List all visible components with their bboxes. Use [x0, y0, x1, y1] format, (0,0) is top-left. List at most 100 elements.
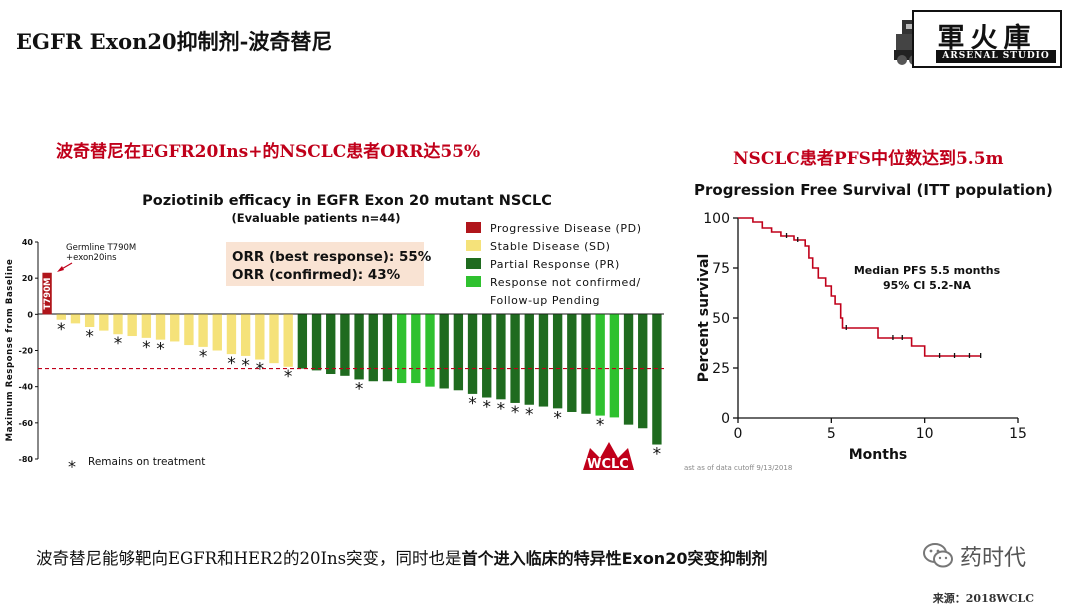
on-treatment-star: *	[525, 405, 534, 425]
germline-arrow-head	[57, 266, 64, 272]
waterfall-bar	[538, 314, 549, 407]
on-treatment-star: *	[497, 399, 506, 419]
t790m-bar-label: T790M	[43, 278, 53, 310]
waterfall-bar	[212, 314, 222, 351]
on-treatment-star: *	[596, 416, 605, 436]
waterfall-bar	[340, 314, 350, 376]
waterfall-bar	[453, 314, 464, 391]
logo-frame: 軍火庫 ARSENAL STUDIO	[912, 10, 1062, 68]
waterfall-bar	[368, 314, 378, 382]
on-treatment-star: *	[241, 356, 250, 376]
on-treatment-star: *	[511, 403, 520, 423]
orr-best-response: ORR (best response): 55%	[232, 249, 432, 265]
on-treatment-star: *	[553, 408, 562, 428]
footer-summary-bold: 首个进入临床的特异性Exon20突变抑制剂	[461, 549, 768, 568]
waterfall-y-axis: 40 20 0 -20 -40 -60 -80	[19, 238, 39, 464]
waterfall-bar	[113, 314, 123, 335]
waterfall-bar	[609, 314, 620, 418]
on-treatment-star: *	[57, 320, 66, 340]
on-treatment-star: *	[227, 354, 236, 374]
waterfall-bar	[42, 272, 52, 315]
on-treatment-star: *	[355, 379, 364, 399]
legend-swatch	[466, 222, 481, 233]
waterfall-bar	[382, 314, 393, 382]
waterfall-bar	[70, 314, 81, 324]
pfs-headline: NSCLC患者PFS中位数达到5.5m	[733, 149, 1004, 169]
waterfall-bar	[240, 314, 251, 356]
waterfall-bar	[269, 314, 279, 364]
logo-text: 軍火庫	[937, 23, 1037, 54]
waterfall-bar	[411, 314, 421, 384]
on-treatment-star: *	[468, 394, 477, 414]
waterfall-bar	[567, 314, 577, 412]
waterfall-bar	[99, 314, 109, 331]
pfs-x-label: Months	[849, 447, 908, 463]
waterfall-bar	[84, 314, 95, 327]
waterfall-y-label: Maximum Response from Baseline	[5, 259, 15, 442]
pfs-x-tick-label: 10	[916, 426, 934, 442]
waterfall-bar	[524, 314, 534, 405]
waterfall-bar	[354, 314, 364, 380]
legend-swatch	[466, 258, 481, 269]
waterfall-bar	[581, 314, 591, 414]
on-treatment-markers: * * * * * * * * * *** * * * * * **	[57, 320, 661, 465]
pfs-footnote: ast as of data cutoff 9/13/2018	[684, 464, 792, 472]
orr-headline: 波奇替尼在EGFR20Ins+的NSCLC患者ORR达55%	[56, 142, 481, 162]
waterfall-bar	[467, 314, 478, 394]
pfs-y-tick-label: 100	[703, 211, 730, 227]
waterfall-bar	[326, 314, 336, 375]
pfs-km-curve	[738, 217, 981, 357]
waterfall-bar	[127, 314, 137, 337]
waterfall-y-tick-label: 40	[22, 238, 34, 247]
pfs-axes: 0 25 50 75 100 0 5 10 15	[703, 211, 1027, 442]
orr-box	[226, 242, 424, 286]
on-treatment-star: *	[256, 360, 265, 380]
pfs-title: Progression Free Survival (ITT populatio…	[694, 181, 1052, 199]
footnote-star: *	[68, 457, 76, 476]
on-treatment-star: *	[85, 327, 94, 347]
pfs-ci-annotation: 95% CI 5.2-NA	[883, 279, 971, 292]
pfs-y-tick-label: 25	[712, 361, 730, 377]
waterfall-bar	[184, 314, 194, 346]
wechat-icon	[923, 543, 953, 568]
waterfall-bar	[638, 314, 648, 429]
waterfall-bar	[255, 314, 265, 360]
arsenal-studio-logo: 軍火庫 ARSENAL STUDIO	[894, 10, 1066, 72]
on-treatment-star: *	[199, 347, 208, 367]
germline-annotation-line2: +exon20ins	[66, 253, 117, 263]
on-treatment-star: *	[284, 367, 293, 387]
waterfall-bar	[496, 314, 506, 400]
waterfall-bar	[425, 314, 435, 387]
footer-summary: 波奇替尼能够靶向EGFR和HER2的20Ins突变，同时也是首个进入临床的特异性…	[36, 545, 767, 569]
waterfall-chart: Poziotinib efficacy in EGFR Exon 20 muta…	[0, 180, 680, 480]
waterfall-bar	[311, 314, 322, 371]
pfs-y-label: Percent survival	[696, 254, 712, 383]
waterfall-bar	[226, 314, 237, 355]
waterfall-title: Poziotinib efficacy in EGFR Exon 20 muta…	[142, 193, 552, 209]
legend-swatch	[466, 276, 481, 287]
footnote-text: Remains on treatment	[88, 456, 205, 468]
pfs-y-tick-label: 50	[712, 311, 730, 327]
pfs-chart: Progression Free Survival (ITT populatio…	[682, 172, 1052, 472]
waterfall-subtitle: (Evaluable patients n=44)	[231, 211, 400, 225]
wclc-logo-text: WCLC	[587, 457, 629, 472]
waterfall-bar	[510, 314, 520, 403]
waterfall-bar	[141, 314, 152, 338]
on-treatment-star: *	[114, 334, 123, 354]
on-treatment-star: *	[653, 445, 662, 465]
on-treatment-star: *	[156, 340, 165, 360]
logo-subtext: ARSENAL STUDIO	[936, 50, 1056, 63]
pfs-y-tick-label: 75	[712, 261, 730, 277]
pfs-censor-marks	[785, 233, 982, 358]
waterfall-y-tick-label: -80	[19, 455, 34, 464]
waterfall-y-tick-label: -40	[19, 383, 34, 392]
pfs-x-tick-label: 5	[827, 426, 836, 442]
waterfall-bar	[198, 314, 208, 347]
waterfall-bar	[396, 314, 407, 384]
pfs-x-tick-label: 0	[734, 426, 743, 442]
waterfall-bar	[482, 314, 492, 398]
waterfall-bar	[56, 314, 66, 320]
page-title: EGFR Exon20抑制剂-波奇替尼	[16, 29, 333, 54]
waterfall-y-tick-label: -20	[19, 347, 34, 356]
legend-label: Partial Response (PR)	[490, 258, 620, 271]
